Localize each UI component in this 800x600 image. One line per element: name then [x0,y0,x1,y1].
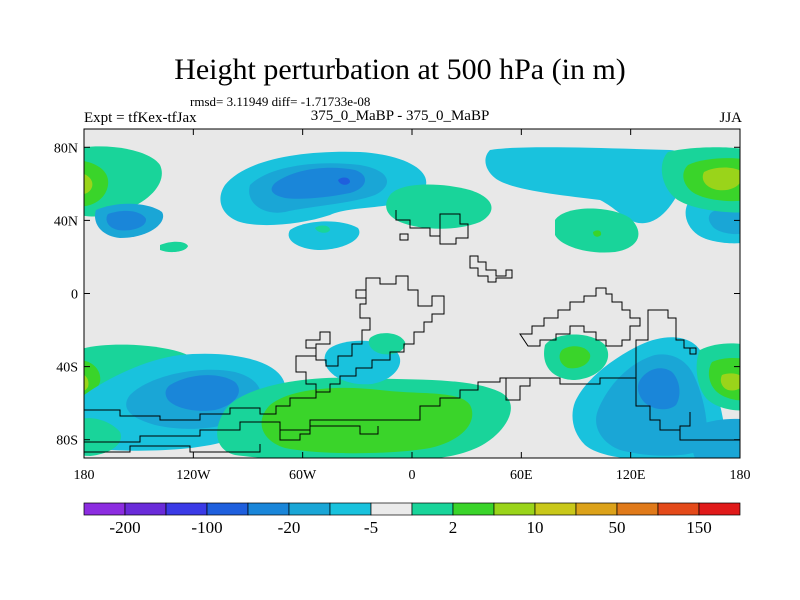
contour-sh-west-yellow [84,374,89,391]
contour-sh-east-blue-core [637,368,680,410]
season-label: JJA [719,110,742,126]
lat-tick-label: 40S [56,361,78,376]
coastline-gondwana [295,275,445,393]
contour-nh-west-green [84,146,162,217]
contour-nh-east-blue-right-core [708,207,740,235]
land-outlines [84,210,740,453]
contour-sh-east-edge-yellow [720,373,740,391]
colorbar-swatch [247,502,290,516]
lon-tick-label: 60W [289,468,317,483]
contour-nh-west-yellow [84,173,93,194]
colorbar-swatch [575,502,618,516]
colorbar: -200 -100 -20 -5 2 10 50 150 [83,502,741,537]
contour-sh-east-lower-blue [692,418,740,458]
colorbar-swatch [657,502,700,516]
colorbar-swatch [452,502,495,516]
lon-tick-label: 120E [616,468,646,483]
colorbar-label: -200 [109,518,140,537]
lon-tick-label: 0 [409,468,416,483]
coastline-antarctica [84,377,740,443]
colorbar-swatch [206,502,249,516]
colorbar-label: -5 [364,518,378,537]
center-label: 375_0_MaBP - 375_0_MaBP [310,108,490,124]
lon-tick-label: 180 [730,468,751,483]
contour-fields [84,146,740,458]
contour-sh-west-blue-core [165,375,239,411]
colorbar-label: 2 [449,518,458,537]
contour-nh-small-green [160,241,188,253]
colorbar-label: 50 [609,518,626,537]
contour-nh-low-blue [288,221,360,250]
coastline-south-antarctic-east [679,412,691,440]
coastline-south-belt [84,392,317,421]
contour-nh-east-green-dot [593,230,602,237]
contour-nh-east-band-blue [485,147,694,224]
colorbar-swatch [411,502,454,516]
lat-tick-label: 80S [56,434,78,449]
colorbar-swatch [124,502,167,516]
colorbar-swatch [616,502,659,516]
coastline-antarctic-east [635,309,697,378]
colorbar-label: -20 [278,518,301,537]
colorbar-swatch [288,502,331,516]
contour-sh-east-small-lime [559,346,591,369]
colorbar-label: 150 [686,518,712,537]
coastline-far-south [84,444,261,453]
colorbar-swatch [493,502,536,516]
contour-nh-low-green [315,225,330,233]
coastline-antarctica-inner [279,425,379,441]
contour-sh-center-blue-patch2 [368,333,406,355]
colorbar-swatch [165,502,208,516]
lon-tick-label: 180 [74,468,95,483]
plot-title: Height perturbation at 500 hPa (in m) [174,53,626,86]
longitude-axis: 180 120W 60W 0 60E 120E 180 [74,129,751,483]
colorbar-swatch [698,502,741,516]
coastline-north-africa [395,210,469,245]
coastline-east-continent [519,287,641,347]
latitude-axis: 80N 40N 0 40S 80S [54,141,740,449]
coastline-south-mid-ocean [500,377,531,401]
colorbar-label: -100 [191,518,222,537]
lat-tick-label: 0 [71,288,78,303]
lon-tick-label: 120W [176,468,211,483]
coastline-arabia [469,255,513,283]
contour-nh-center-blue-core [271,167,366,199]
colorbar-swatch [370,502,413,516]
contour-nh-west-lime [84,160,109,207]
stats-text: rmsd= 3.11949 diff= -1.71733e-08 [190,94,371,109]
coastline-small-island [399,233,409,241]
experiment-label: Expt = tfKex-tfJax [84,110,197,126]
lat-tick-label: 40N [54,214,78,229]
colorbar-swatch [329,502,372,516]
colorbar-swatch [83,502,126,516]
contour-nh-east-yellow [702,167,740,191]
colorbar-swatch [534,502,577,516]
contour-nh-west-blue-core [106,210,147,231]
contour-sh-southwest-green [84,418,121,456]
colorbar-label: 10 [527,518,544,537]
lat-tick-label: 80N [54,141,78,156]
contour-nh-center-blue-dark [338,177,350,185]
contour-nh-green-blob [386,184,492,229]
lon-tick-label: 60E [510,468,533,483]
contour-sh-center-lime [261,387,473,454]
